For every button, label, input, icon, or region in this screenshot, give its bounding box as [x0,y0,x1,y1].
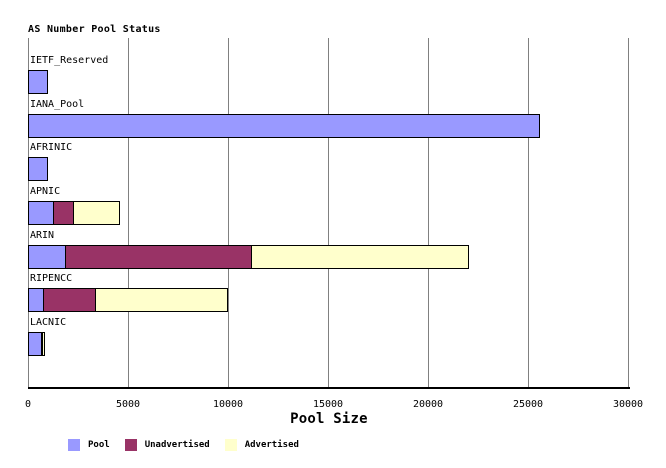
pool-color-swatch [68,439,80,451]
bar-iana_pool [28,114,540,138]
bar-segment-pool [28,332,42,356]
unadvertised-color-swatch [124,439,137,451]
legend-label-advertised: Advertised [244,440,299,450]
x-tick-label-20000: 20000 [412,399,444,410]
legend-item-advertised: Advertised [224,439,299,451]
gridline-5000 [128,38,129,388]
category-label-ripencc: RIPENCC [30,273,75,284]
bar-segment-pool [28,70,48,94]
gridline-10000 [228,38,229,388]
gridline-30000 [628,38,629,388]
bar-segment-pool [28,201,54,225]
legend-label-pool: Pool [88,440,110,450]
x-tick-label-5000: 5000 [115,399,141,410]
gridline-25000 [528,38,529,388]
bar-apnic [28,201,120,225]
bar-afrinic [28,157,48,181]
bar-ietf_reserved [28,70,48,94]
legend-item-pool: Pool [68,439,110,451]
x-axis-line [28,387,630,389]
gridline-15000 [328,38,329,388]
gridline-20000 [428,38,429,388]
legend-item-unadvertised: Unadvertised [124,439,210,451]
category-label-arin: ARIN [30,230,57,241]
bar-segment-advertised [73,201,120,225]
category-label-iana_pool: IANA_Pool [30,99,87,110]
bar-segment-advertised [42,332,45,356]
x-tick-label-10000: 10000 [212,399,244,410]
x-tick-label-30000: 30000 [612,399,644,410]
bar-segment-pool [28,288,44,312]
bar-segment-pool [28,157,48,181]
x-axis-label: Pool Size [290,411,368,427]
bar-lacnic [28,332,45,356]
bar-segment-advertised [95,288,228,312]
bar-segment-unadvertised [65,245,252,269]
x-tick-label-15000: 15000 [312,399,344,410]
bar-segment-pool [28,245,66,269]
advertised-color-swatch [224,439,237,451]
bar-segment-pool [28,114,540,138]
legend: Pool Unadvertised Advertised [68,438,299,452]
category-label-apnic: APNIC [30,186,63,197]
x-tick-label-25000: 25000 [512,399,544,410]
x-tick-label-0: 0 [24,399,32,410]
chart-title: AS Number Pool Status [28,24,161,35]
category-label-afrinic: AFRINIC [30,142,75,153]
bar-ripencc [28,288,228,312]
bar-segment-unadvertised [43,288,96,312]
bar-segment-unadvertised [53,201,74,225]
bar-arin [28,245,469,269]
bar-segment-advertised [251,245,469,269]
legend-label-unadvertised: Unadvertised [144,440,210,450]
category-label-lacnic: LACNIC [30,317,69,328]
category-label-ietf_reserved: IETF_Reserved [30,55,111,66]
